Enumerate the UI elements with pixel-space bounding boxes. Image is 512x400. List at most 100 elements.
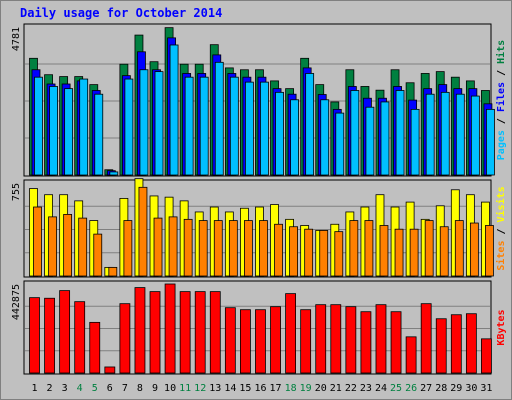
bar-kbytes-day-18 — [285, 293, 296, 374]
bar-kbytes-day-22 — [345, 306, 357, 374]
bar-pages-day-28 — [440, 91, 450, 176]
bar-sites-day-20 — [319, 230, 329, 277]
bar-kbytes-day-15 — [240, 309, 251, 374]
bar-kbytes-day-19 — [300, 309, 312, 374]
bar-sites-day-16 — [259, 220, 268, 277]
bar-sites-day-7 — [123, 220, 133, 277]
bar-pages-day-20 — [320, 99, 330, 176]
x-tick-label: 3 — [62, 383, 68, 394]
bar-pages-day-18 — [290, 99, 299, 176]
bar-sites-day-28 — [439, 226, 449, 277]
bar-kbytes-day-27 — [420, 303, 432, 374]
bar-sites-day-11 — [183, 218, 193, 277]
bar-kbytes-day-8 — [134, 287, 146, 374]
panel-hits: 4781 Pages / Files / Hits — [11, 23, 507, 177]
x-tick-label: 14 — [224, 383, 236, 394]
bar-sites-day-23 — [364, 220, 374, 277]
x-tick-label: 7 — [122, 383, 128, 394]
x-tick-label: 28 — [435, 383, 447, 394]
bar-pages-day-16 — [260, 81, 269, 176]
bar-kbytes-day-12 — [194, 291, 206, 374]
legend-part: Hits — [495, 40, 507, 64]
bar-pages-day-7 — [124, 78, 134, 176]
bar-kbytes-day-17 — [270, 306, 281, 374]
legend-part: Sites — [495, 241, 507, 271]
x-tick-label: 18 — [285, 383, 297, 394]
bar-pages-day-11 — [184, 76, 194, 176]
bar-pages-day-29 — [455, 93, 465, 176]
legend-part: / — [496, 64, 507, 82]
bar-pages-day-23 — [365, 106, 375, 176]
bar-pages-day-15 — [245, 81, 254, 176]
x-axis-ticks: 1 2 3 4 5 6 7 8 9 10 11 12 13 14 15 16 17 18 19 20 21 22 23 24 2… — [31, 383, 492, 394]
bar-sites-day-4 — [78, 217, 88, 277]
x-tick-label: 15 — [239, 383, 251, 394]
bar-sites-day-9 — [153, 217, 163, 277]
x-tick-label: 26 — [405, 383, 417, 394]
bar-sites-day-12 — [198, 220, 208, 277]
bar-sites-day-6 — [108, 266, 118, 277]
bar-sites-day-17 — [274, 223, 283, 277]
bar-pages-day-10 — [169, 44, 179, 176]
bar-kbytes-day-28 — [435, 318, 447, 374]
legend-label-visits: Sites / Visits — [495, 186, 507, 270]
x-tick-label: 12 — [194, 383, 206, 394]
bar-pages-day-27 — [425, 93, 435, 176]
bar-pages-day-19 — [305, 73, 315, 176]
bar-sites-day-27 — [424, 220, 434, 277]
bar-kbytes-day-7 — [119, 303, 131, 374]
bar-pages-day-30 — [470, 95, 480, 176]
legend-part: / — [496, 112, 507, 130]
bar-sites-day-2 — [48, 216, 57, 277]
bar-pages-day-1 — [34, 76, 43, 176]
x-tick-label: 5 — [92, 383, 98, 394]
bar-kbytes-day-1 — [29, 297, 40, 374]
bar-kbytes-day-6 — [104, 366, 116, 374]
legend-part: KBytes — [496, 309, 507, 345]
x-tick-label: 31 — [480, 383, 492, 394]
x-tick-label: 21 — [330, 383, 342, 394]
x-tick-label: 16 — [254, 383, 266, 394]
y-max-label-kbytes: 442875 — [11, 284, 22, 320]
bar-sites-day-24 — [379, 225, 389, 277]
x-tick-label: 11 — [179, 383, 191, 394]
bar-kbytes-day-5 — [89, 321, 101, 374]
bar-sites-day-1 — [33, 206, 42, 277]
bar-pages-day-12 — [199, 76, 209, 176]
x-tick-label: 25 — [390, 383, 402, 394]
bar-kbytes-day-24 — [375, 304, 387, 374]
bar-sites-day-31 — [485, 225, 494, 277]
x-tick-label: 24 — [375, 383, 387, 394]
legend-part: Visits — [495, 186, 507, 222]
bar-kbytes-day-4 — [74, 301, 86, 374]
bar-sites-day-18 — [289, 226, 298, 277]
x-tick-label: 1 — [31, 383, 37, 394]
legend-label-kbytes: KBytes — [496, 309, 507, 345]
bar-sites-day-10 — [168, 216, 178, 277]
x-tick-label: 9 — [152, 383, 158, 394]
bar-pages-day-25 — [395, 90, 405, 176]
bar-kbytes-day-9 — [149, 291, 161, 374]
bar-pages-day-13 — [214, 61, 224, 176]
bar-kbytes-day-29 — [450, 314, 462, 374]
bar-kbytes-day-21 — [330, 304, 342, 374]
bar-sites-day-5 — [93, 233, 103, 277]
bar-pages-day-6 — [109, 171, 119, 176]
bar-kbytes-day-2 — [44, 297, 55, 374]
bar-pages-day-14 — [229, 76, 239, 176]
bar-sites-day-29 — [454, 220, 464, 277]
bar-pages-day-3 — [64, 88, 74, 176]
bar-kbytes-day-16 — [255, 309, 266, 374]
bar-kbytes-day-26 — [405, 336, 417, 374]
bar-kbytes-day-20 — [315, 304, 327, 374]
bar-sites-day-13 — [213, 220, 223, 277]
legend-part: Pages — [496, 130, 507, 160]
x-tick-label: 19 — [300, 383, 312, 394]
x-tick-label: 30 — [465, 383, 477, 394]
legend-part: Files — [495, 82, 507, 112]
bar-kbytes-day-25 — [390, 311, 402, 374]
bar-sites-day-25 — [394, 228, 404, 277]
panel-visits: 755 Sites / Visits — [11, 178, 507, 278]
